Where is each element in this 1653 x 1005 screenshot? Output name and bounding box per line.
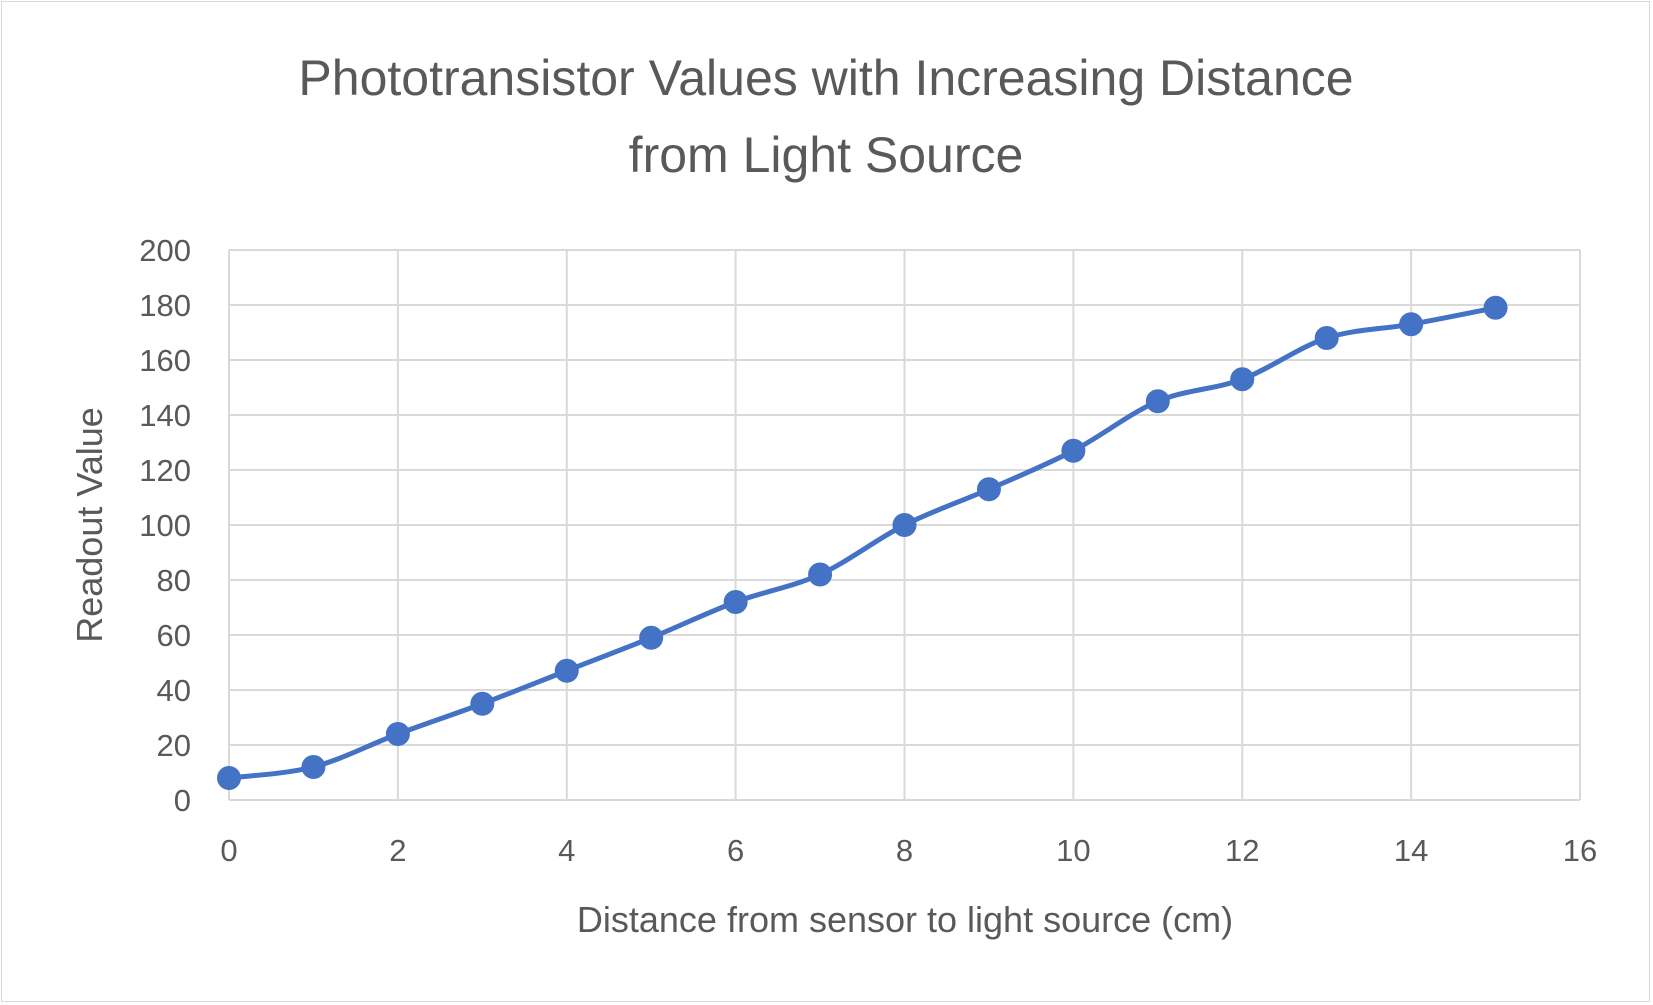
chart-title-line-1: Phototransistor Values with Increasing D… — [298, 50, 1353, 106]
data-point — [1145, 389, 1170, 414]
data-point — [554, 658, 579, 683]
y-tick-label: 200 — [139, 233, 191, 268]
data-point — [470, 691, 495, 716]
x-tick-label: 0 — [220, 833, 237, 868]
x-tick-label: 8 — [896, 833, 913, 868]
y-tick-label: 140 — [139, 398, 191, 433]
x-tick-label: 2 — [389, 833, 406, 868]
x-tick-label: 14 — [1394, 833, 1428, 868]
x-tick-label: 16 — [1563, 833, 1597, 868]
gridlines — [228, 249, 1581, 801]
x-tick-label: 10 — [1056, 833, 1090, 868]
data-series — [217, 295, 1508, 790]
x-tick-label: 6 — [727, 833, 744, 868]
data-point — [1230, 367, 1255, 392]
y-tick-label: 0 — [174, 783, 191, 818]
data-point — [723, 590, 748, 614]
x-tick-label: 12 — [1225, 833, 1259, 868]
x-axis-label: Distance from sensor to light source (cm… — [577, 899, 1233, 940]
data-point — [976, 477, 1001, 502]
y-axis-label: Readout Value — [69, 407, 110, 643]
data-point — [217, 766, 241, 790]
data-point — [301, 755, 326, 779]
y-tick-label: 160 — [139, 343, 191, 378]
y-tick-label: 60 — [157, 618, 191, 653]
y-tick-label: 80 — [157, 563, 191, 598]
data-point — [808, 562, 833, 587]
data-point — [639, 625, 664, 650]
y-tick-label: 100 — [139, 508, 191, 543]
y-tick-label: 20 — [157, 728, 191, 763]
chart-title-line-2: from Light Source — [629, 127, 1024, 183]
y-tick-label: 120 — [139, 453, 191, 488]
data-point — [1314, 326, 1339, 350]
data-point — [1061, 438, 1086, 463]
data-point — [385, 722, 410, 746]
y-tick-label: 40 — [157, 673, 191, 708]
data-point — [892, 513, 917, 537]
tick-labels: 0 20 40 60 80 100 120 140 160 180 200 0 2 4 6 8 10 12 14 16 — [139, 233, 1597, 868]
data-point — [1483, 295, 1508, 320]
y-tick-label: 180 — [139, 288, 191, 323]
x-tick-label: 4 — [558, 833, 575, 868]
series-line — [226, 305, 1499, 781]
data-point — [1399, 312, 1424, 337]
